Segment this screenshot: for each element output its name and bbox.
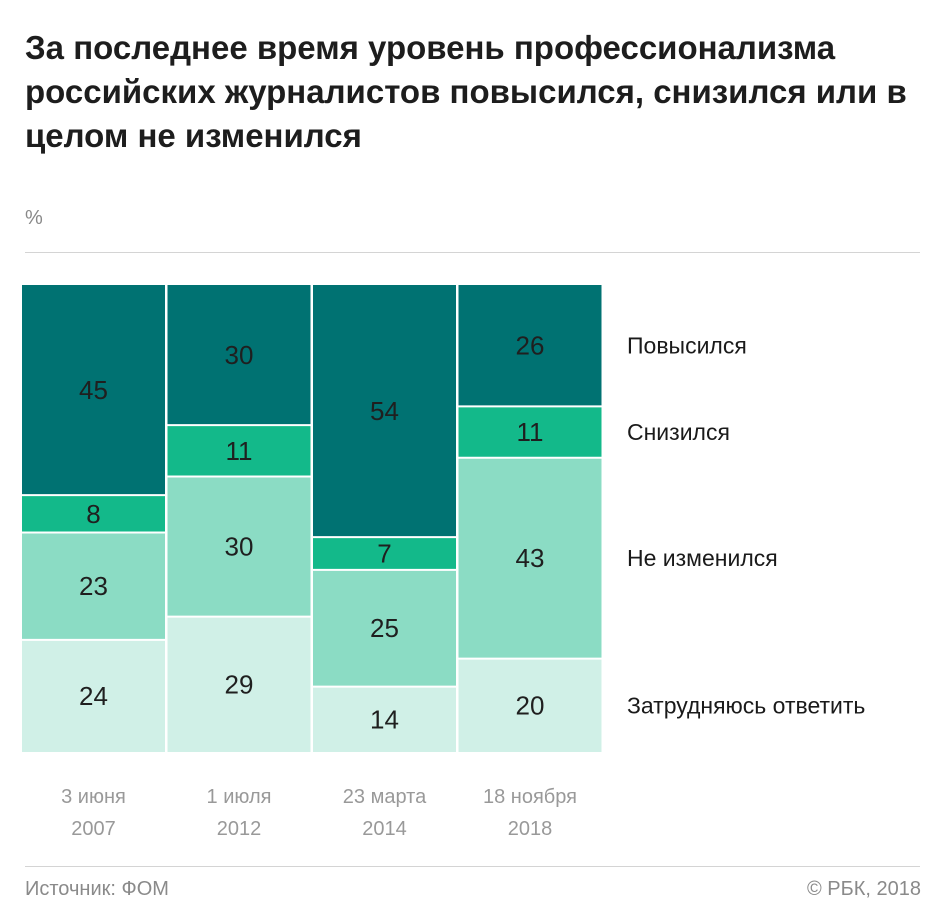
bar-segment (167, 476, 311, 617)
data-label: 11 (226, 436, 253, 466)
data-label: 25 (370, 613, 399, 643)
data-label: 7 (377, 539, 391, 569)
top-divider (25, 252, 920, 253)
bar-segment (458, 285, 602, 407)
bar-segment (167, 616, 311, 752)
x-tick-label: 2012 (217, 818, 262, 840)
data-label: 43 (516, 543, 545, 573)
data-label: 11 (517, 417, 544, 447)
data-label: 45 (79, 375, 108, 405)
data-label: 29 (225, 669, 254, 699)
bottom-divider (25, 866, 920, 867)
legend-label: Повысился (627, 333, 747, 359)
chart-title: За последнее время уровень профессионали… (25, 29, 907, 154)
x-tick-label: 3 июня (61, 786, 126, 808)
x-tick-label: 2018 (508, 818, 553, 840)
bar-segment (313, 569, 456, 687)
bar-segment (167, 285, 311, 426)
data-label: 24 (79, 681, 108, 711)
bar-segment (22, 532, 165, 640)
bar-segment (313, 686, 456, 752)
bar-segment (22, 495, 165, 533)
bar-segment (458, 457, 602, 659)
data-label: 54 (370, 396, 399, 426)
data-label: 23 (79, 571, 108, 601)
data-label: 30 (225, 340, 254, 370)
bar-segment (313, 537, 456, 570)
source-note: Источник: ФОМ (25, 878, 169, 900)
copyright-note: © РБК, 2018 (806, 878, 921, 900)
legend-label: Снизился (627, 419, 730, 445)
data-label: 8 (86, 499, 100, 529)
bar-segment (167, 425, 311, 477)
data-label: 20 (516, 690, 545, 720)
data-label: 14 (370, 704, 399, 734)
stacked-bar-chart: 45 8 23 24 3 июня 2007 30 11 30 29 1 июля 2012 54 7 25… (22, 285, 865, 840)
bar-segment (313, 285, 456, 538)
bar-segment (458, 406, 602, 458)
bar-segment (458, 658, 602, 752)
x-tick-label: 2007 (71, 818, 116, 840)
x-tick-label: 18 ноября (483, 786, 577, 808)
x-tick-label: 2014 (362, 818, 407, 840)
x-tick-label: 23 марта (343, 786, 427, 808)
data-label: 26 (516, 331, 545, 361)
legend-label: Не изменился (627, 545, 778, 571)
x-tick-label: 1 июля (207, 786, 272, 808)
unit-label: % (25, 207, 43, 229)
legend-label: Затрудняюсь ответить (627, 692, 865, 718)
bar-segment (22, 285, 165, 496)
bar-segment (22, 639, 165, 752)
data-label: 30 (225, 532, 254, 562)
